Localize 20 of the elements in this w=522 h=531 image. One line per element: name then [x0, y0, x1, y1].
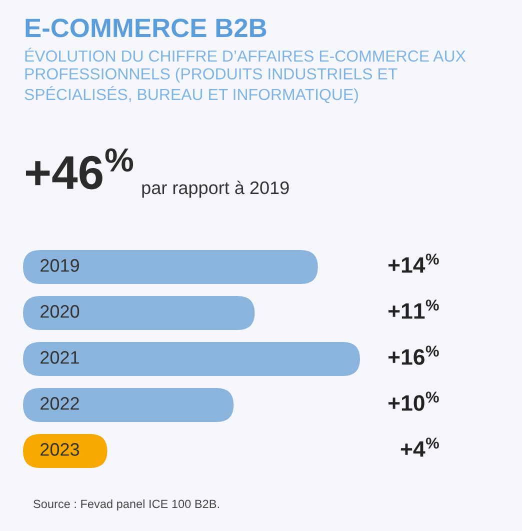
data-label: +16$^{%}$	[388, 346, 439, 365]
y-tick-label: 2023	[40, 443, 80, 456]
bar	[23, 342, 360, 376]
bar	[23, 434, 108, 468]
y-tick-label: 2020	[40, 305, 80, 318]
chart-title: E-COMMERCE B2B	[26, 18, 266, 38]
source-note: Source : Fevad panel ICE 100 B2B.	[34, 499, 219, 510]
bar	[23, 296, 255, 330]
bar	[23, 250, 318, 284]
y-tick-label: 2022	[40, 397, 79, 410]
y-tick-label: 2021	[40, 351, 79, 364]
text: par rapport à 2019	[142, 180, 289, 198]
data-label: +14$^{%}$	[388, 254, 439, 273]
data-label: +11$^{%}$	[388, 300, 439, 319]
data-label: +10$^{%}$	[388, 392, 439, 411]
data-label: +4$^{%}$	[400, 438, 439, 457]
chart-subtitle: ÉVOLUTION DU CHIFFRE D’AFFAIRES E-COMMERCE AUX PROFESSIONNELS (PRODUITS INDUSTRIELS ET SPÉCIALISÉS, BUREAU ET INFORMATIQUE)	[24, 48, 466, 104]
bar	[23, 388, 234, 422]
text: +46$^{%}$	[26, 148, 134, 190]
y-tick-label: 2019	[40, 259, 79, 272]
